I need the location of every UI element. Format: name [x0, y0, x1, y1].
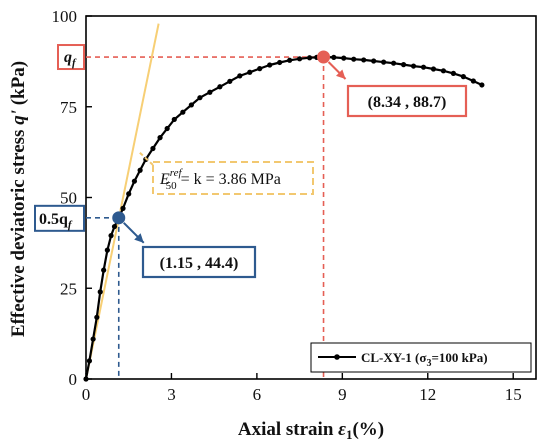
data-point	[450, 70, 457, 76]
axis-ticks: 0 3 6 9 12 15 0 25 50 75 100	[52, 7, 522, 404]
data-point	[157, 135, 163, 141]
data-point	[104, 247, 110, 253]
data-point	[150, 145, 156, 152]
data-point	[331, 54, 337, 60]
data-point	[97, 289, 103, 295]
arrow-head	[134, 233, 144, 243]
legend-label: CL-XY-1 (σ3=100 kPa)	[361, 350, 488, 369]
qf-label: qf	[64, 49, 77, 69]
data-point	[90, 336, 96, 342]
peak-label: (8.34 , 88.7)	[368, 94, 447, 111]
peak-marker	[317, 50, 331, 64]
half-label: (1.15 , 44.4)	[160, 255, 239, 272]
data-point	[108, 233, 114, 239]
arrow-head	[335, 69, 346, 80]
y-tick-label: 100	[52, 7, 78, 26]
x-axis-label: Axial strain ε1(%)	[238, 419, 384, 442]
series-layer	[83, 23, 485, 382]
data-point	[131, 178, 138, 184]
x-tick-label: 12	[419, 385, 436, 404]
data-point	[257, 66, 263, 72]
y-axis-label: Effective deviatoric stress q' (kPa)	[8, 61, 29, 337]
modulus-pointer	[137, 150, 154, 166]
data-point	[430, 66, 437, 72]
x-tick-label: 9	[338, 385, 347, 404]
data-point	[126, 191, 132, 197]
y-tick-label: 25	[60, 279, 77, 298]
half-qf-label-box	[34, 204, 85, 232]
qf-label-box	[57, 44, 85, 71]
data-point	[227, 78, 233, 84]
y-tick-label: 75	[60, 98, 77, 117]
data-point	[371, 58, 377, 64]
data-point	[440, 68, 447, 74]
data-point	[188, 102, 194, 108]
data-point	[306, 55, 313, 61]
x-tick-label: 15	[505, 385, 522, 404]
data-point	[207, 89, 213, 95]
y-tick-label: 50	[60, 189, 77, 208]
data-point	[180, 109, 186, 115]
data-point	[297, 56, 303, 62]
data-point	[171, 116, 177, 123]
data-point	[277, 59, 283, 66]
data-point	[164, 125, 170, 132]
data-point	[361, 57, 367, 63]
data-point	[410, 63, 417, 69]
data-point	[197, 95, 203, 101]
half-label-box	[141, 245, 257, 279]
data-point	[86, 358, 93, 364]
data-point	[470, 78, 476, 84]
data-point	[237, 73, 243, 79]
annotations: (8.34 , 88.7) qf (1.15 , 44.4) 0.5qf Eref 50 …	[34, 44, 468, 279]
data-point	[460, 74, 466, 80]
half-peak-marker	[112, 211, 126, 225]
data-point	[137, 167, 143, 173]
data-point	[247, 69, 253, 75]
half-qf-label: 0.5qf	[39, 211, 73, 231]
modulus-box	[152, 161, 314, 195]
data-point	[381, 59, 387, 65]
data-point	[101, 267, 107, 273]
data-point	[83, 376, 89, 382]
modulus-equation: Eref 50 = k = 3.86 MPa	[159, 167, 281, 192]
data-point	[420, 64, 427, 70]
x-tick-label: 3	[167, 385, 176, 404]
x-tick-label: 6	[253, 385, 262, 404]
data-point	[287, 57, 293, 63]
data-point	[111, 223, 118, 230]
data-point	[120, 205, 126, 211]
data-point	[94, 314, 100, 320]
data-point	[479, 82, 485, 88]
x-tick-label: 0	[82, 385, 91, 404]
legend: CL-XY-1 (σ3=100 kPa)	[310, 342, 532, 373]
y-tick-label: 0	[69, 370, 78, 389]
data-point	[341, 55, 347, 61]
tangent-line	[85, 23, 160, 380]
data-point	[267, 62, 273, 68]
data-point	[351, 56, 357, 62]
data-point	[390, 60, 397, 66]
peak-label-box	[346, 84, 468, 118]
data-point	[400, 62, 407, 68]
data-point	[217, 84, 223, 90]
legend-marker-swatch	[334, 354, 340, 360]
